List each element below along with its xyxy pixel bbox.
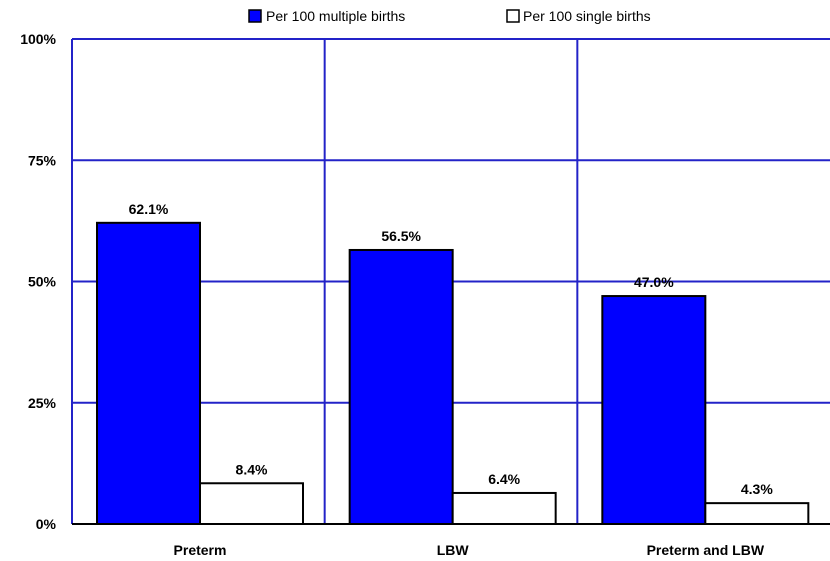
x-category-label: Preterm xyxy=(174,542,227,558)
x-axis-categories: Preterm LBW Preterm and LBW xyxy=(174,542,765,558)
data-label: 6.4% xyxy=(488,471,520,487)
bar-single-1 xyxy=(451,491,557,525)
y-axis-ticks: 0% 25% 50% 75% 100% xyxy=(20,31,56,532)
legend: Per 100 multiple births Per 100 single b… xyxy=(248,8,651,24)
data-label: 56.5% xyxy=(381,228,421,244)
bar-multiple-0 xyxy=(96,221,201,525)
data-label: 47.0% xyxy=(634,274,674,290)
legend-label-multiple: Per 100 multiple births xyxy=(266,8,405,24)
bar-multiple-2 xyxy=(601,295,707,525)
data-label: 8.4% xyxy=(236,461,268,477)
bar-single-2 xyxy=(704,502,810,525)
legend-swatch-multiple xyxy=(248,9,262,23)
data-label: 62.1% xyxy=(129,201,169,217)
y-tick-label: 75% xyxy=(28,152,57,168)
legend-swatch-single xyxy=(506,9,520,23)
y-tick-label: 100% xyxy=(20,31,56,47)
bars xyxy=(96,221,810,526)
y-tick-label: 0% xyxy=(36,516,57,532)
y-tick-label: 25% xyxy=(28,395,57,411)
bar-single-0 xyxy=(199,482,304,526)
y-tick-label: 50% xyxy=(28,274,57,290)
x-category-label: LBW xyxy=(437,542,470,558)
x-category-label: Preterm and LBW xyxy=(647,542,765,558)
legend-label-single: Per 100 single births xyxy=(523,8,651,24)
data-label: 4.3% xyxy=(741,481,773,497)
bar-multiple-1 xyxy=(348,248,454,525)
data-labels: 62.1% 8.4% 56.5% 6.4% 47.0% 4.3% xyxy=(129,201,774,497)
